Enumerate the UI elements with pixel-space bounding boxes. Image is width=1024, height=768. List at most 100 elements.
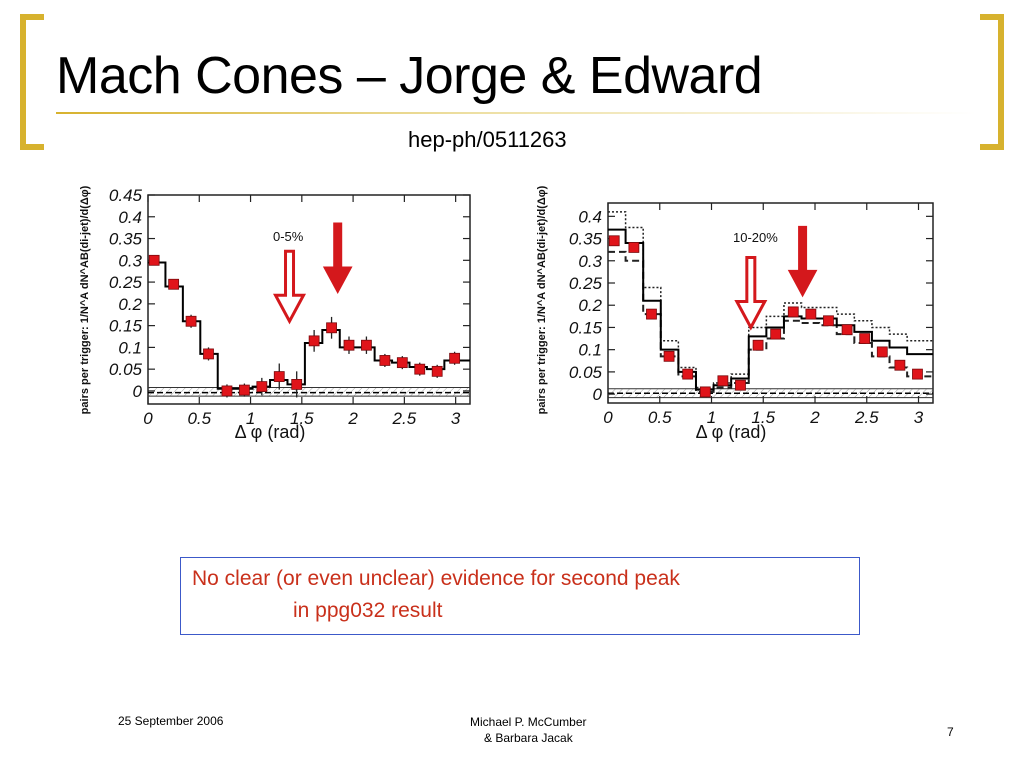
y-tick-label: 0.35 <box>569 230 603 249</box>
y-axis-label: pairs per trigger: 1/N^A dN^AB(di-jet)/d… <box>79 185 91 414</box>
x-tick-label: 2 <box>809 408 820 427</box>
data-point <box>805 308 817 320</box>
x-tick-label: 1.5 <box>290 409 314 428</box>
x-tick-label: 1 <box>707 408 716 427</box>
x-tick-label: 3 <box>451 409 461 428</box>
data-point <box>682 368 694 380</box>
y-tick-label: 0.25 <box>109 273 143 292</box>
callout-line-1: No clear (or even unclear) evidence for … <box>192 567 680 590</box>
paper-reference: hep-ph/0511263 <box>408 127 567 152</box>
title-underline <box>56 112 976 114</box>
data-point <box>185 315 197 327</box>
data-point <box>221 385 233 397</box>
data-point <box>628 242 640 253</box>
plot-frame <box>147 194 471 405</box>
data-point <box>396 357 408 369</box>
arrow-hollow-icon <box>273 249 307 325</box>
y-tick-label: 0.3 <box>578 252 602 271</box>
x-axis-label: Δ φ (rad) <box>235 422 306 442</box>
x-tick-label: 3 <box>914 408 924 427</box>
x-tick-label: 2.5 <box>392 409 417 428</box>
data-point <box>361 339 372 351</box>
model-step-line <box>608 228 933 391</box>
x-tick-label: 0 <box>603 408 613 427</box>
left-bracket-decoration <box>20 14 44 150</box>
panel-label: 10-20% <box>733 230 778 245</box>
data-point <box>770 328 782 340</box>
x-tick-label: 2.5 <box>854 408 879 427</box>
data-point <box>148 254 160 266</box>
y-tick-label: 0.05 <box>569 363 603 382</box>
y-tick-label: 0 <box>133 382 143 401</box>
y-tick-label: 0.2 <box>118 295 142 314</box>
data-point <box>663 350 675 362</box>
callout-line-2: in ppg032 result <box>293 599 443 622</box>
chart-right-10-20-percent: 0 0.05 0.1 0.15 0.2 0.25 0.3 0.35 0.4 0 0.5 1 1.5 2 2.… <box>536 185 934 442</box>
y-tick-label: 0.45 <box>109 186 143 205</box>
data-point <box>841 324 853 336</box>
flow-band-hatch <box>148 387 470 397</box>
data-point <box>912 368 923 380</box>
y-tick-label: 0.4 <box>578 207 602 226</box>
x-tick-label: 2 <box>347 409 358 428</box>
data-point <box>752 339 764 351</box>
y-tick-label: 0.15 <box>109 317 143 336</box>
footer-author-line-2: & Barbara Jacak <box>484 731 573 745</box>
y-tick-label: 0.05 <box>109 360 143 379</box>
x-tick-label: 0 <box>143 409 153 428</box>
footer-date: 25 September 2006 <box>118 714 224 728</box>
y-tick-label: 0.35 <box>109 230 143 249</box>
data-point <box>203 348 214 360</box>
y-tick-label: 0.2 <box>578 296 602 315</box>
data-point <box>823 315 834 327</box>
data-point <box>291 379 303 390</box>
data-point <box>787 306 799 318</box>
data-point <box>379 355 391 366</box>
y-tick-label: 0 <box>593 385 603 404</box>
data-point <box>431 365 443 377</box>
conclusion-callout: No clear (or even unclear) evidence for … <box>180 557 860 635</box>
y-axis-label: pairs per trigger: 1/N^A dN^AB(di-jet)/d… <box>536 185 548 414</box>
data-point <box>256 381 268 392</box>
model-step-line <box>148 261 470 390</box>
y-tick-label: 0.1 <box>118 338 142 357</box>
panel-label: 0-5% <box>273 229 304 244</box>
arrow-hollow-icon <box>734 255 768 331</box>
data-point <box>273 371 285 382</box>
y-tick-label: 0.1 <box>578 341 602 360</box>
data-point <box>717 375 729 387</box>
right-bracket-decoration <box>980 14 1004 150</box>
data-point <box>343 339 355 351</box>
y-tick-label: 0.4 <box>118 208 142 227</box>
x-tick-label: 1.5 <box>751 408 775 427</box>
arrow-solid-icon <box>787 225 818 298</box>
arrow-solid-icon <box>322 222 353 295</box>
data-point <box>414 363 426 375</box>
x-axis-label: Δ φ (rad) <box>696 422 767 442</box>
x-tick-label: 0.5 <box>648 408 672 427</box>
y-tick-label: 0.15 <box>569 318 603 337</box>
x-tick-label: 0.5 <box>187 409 211 428</box>
data-point <box>859 333 871 344</box>
footer-author-line-1: Michael P. McCumber <box>470 715 587 729</box>
y-tick-label: 0.3 <box>118 251 142 270</box>
data-point <box>308 335 320 347</box>
data-point <box>876 346 888 358</box>
data-point <box>449 352 461 364</box>
data-point <box>168 278 180 290</box>
chart-left-0-5-percent: 0 0.05 0.1 0.15 0.2 0.25 0.3 0.35 0.4 0.45 0 0.5 1 1.… <box>79 185 471 442</box>
plot-frame <box>607 202 934 404</box>
footer-page-number: 7 <box>947 725 954 739</box>
y-tick-label: 0.25 <box>569 274 603 293</box>
data-point <box>646 308 657 320</box>
data-point <box>735 379 746 391</box>
x-tick-label: 1 <box>246 409 255 428</box>
data-point <box>894 359 906 371</box>
data-point <box>238 384 250 396</box>
data-point <box>699 386 711 398</box>
model-lower-dashed <box>608 250 933 393</box>
data-point <box>326 322 337 334</box>
data-point <box>608 235 620 247</box>
slide-title: Mach Cones – Jorge & Edward <box>56 47 763 105</box>
